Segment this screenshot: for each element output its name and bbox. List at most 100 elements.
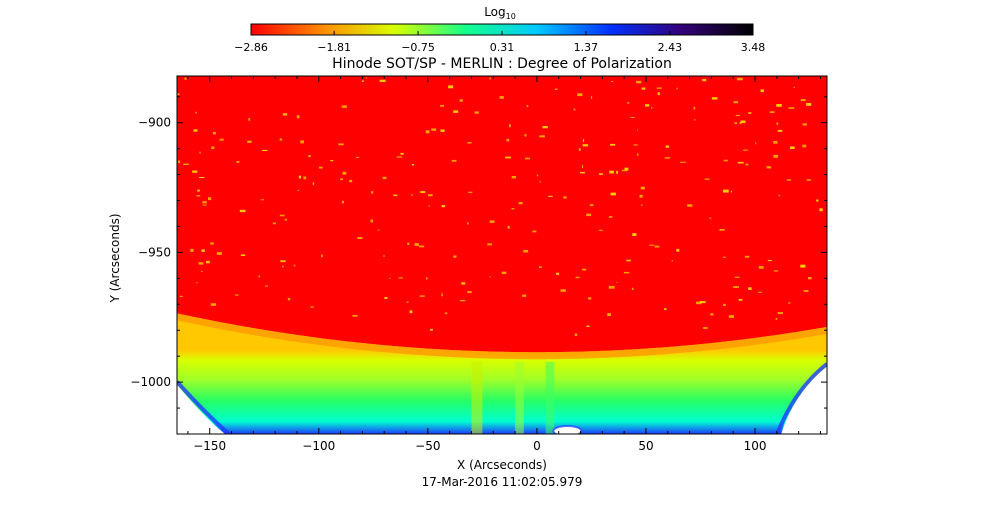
speckle bbox=[489, 77, 491, 80]
speckle bbox=[802, 123, 807, 126]
speckle bbox=[680, 161, 686, 163]
off-limb-patch-center bbox=[553, 426, 582, 434]
speckle bbox=[398, 277, 403, 279]
speckle bbox=[198, 262, 204, 265]
speckle bbox=[499, 96, 504, 99]
speckle bbox=[428, 205, 431, 207]
chart-title: Hinode SOT/SP - MERLIN : Degree of Polar… bbox=[332, 56, 672, 72]
speckle bbox=[778, 194, 781, 197]
speckle bbox=[536, 174, 539, 177]
speckle bbox=[711, 97, 718, 100]
speckle bbox=[468, 191, 473, 193]
speckle bbox=[582, 144, 589, 147]
speckle bbox=[357, 237, 363, 239]
speckle bbox=[382, 176, 387, 180]
speckle bbox=[201, 249, 205, 252]
speckle bbox=[734, 276, 740, 278]
speckle bbox=[523, 250, 529, 253]
speckle bbox=[676, 87, 678, 90]
speckle bbox=[548, 195, 553, 197]
speckle bbox=[338, 143, 344, 146]
speckle bbox=[808, 277, 812, 280]
speckle bbox=[611, 81, 614, 82]
speckle bbox=[583, 139, 585, 142]
speckle bbox=[776, 104, 782, 107]
speckle bbox=[626, 259, 631, 262]
speckle bbox=[178, 160, 181, 164]
speckle bbox=[573, 108, 576, 111]
speckle bbox=[303, 176, 307, 180]
speckle bbox=[578, 148, 581, 151]
y-tick-label: −950 bbox=[138, 245, 171, 259]
speckle bbox=[183, 163, 189, 165]
speckle bbox=[330, 160, 334, 162]
speckle bbox=[788, 107, 795, 109]
speckle bbox=[728, 315, 734, 318]
speckle bbox=[262, 149, 268, 151]
speckle bbox=[177, 93, 180, 95]
speckle bbox=[426, 277, 428, 280]
speckle bbox=[806, 179, 812, 181]
speckle bbox=[624, 167, 629, 171]
x-tick-label: −100 bbox=[302, 439, 335, 453]
speckle bbox=[448, 85, 454, 89]
speckle bbox=[213, 132, 216, 135]
colorbar-ticks: −2.86 −1.81 −0.75 0.31 1.37 2.43 3.48 bbox=[234, 31, 765, 54]
speckle bbox=[542, 126, 548, 129]
speckle bbox=[431, 128, 437, 131]
speckle bbox=[610, 143, 616, 146]
speckle bbox=[621, 169, 627, 172]
speckle bbox=[340, 178, 343, 181]
limb-streak bbox=[471, 361, 483, 434]
speckle bbox=[197, 189, 200, 192]
speckle bbox=[440, 129, 445, 132]
speckle bbox=[279, 214, 285, 217]
speckle bbox=[208, 197, 212, 201]
colorbar-tick-label: −0.75 bbox=[401, 41, 435, 54]
speckle bbox=[430, 328, 433, 331]
speckle bbox=[793, 86, 795, 88]
speckle bbox=[709, 217, 712, 219]
speckle bbox=[777, 312, 783, 315]
speckle bbox=[453, 255, 457, 258]
speckle bbox=[636, 80, 642, 84]
speckle bbox=[247, 140, 252, 143]
footer-timestamp: 17-Mar-2016 11:02:05.979 bbox=[422, 475, 583, 489]
speckle bbox=[790, 146, 795, 149]
speckle bbox=[236, 161, 240, 163]
speckle bbox=[184, 77, 187, 80]
speckle bbox=[396, 156, 403, 158]
speckle bbox=[406, 301, 409, 303]
speckle bbox=[467, 291, 472, 294]
speckle bbox=[767, 260, 772, 262]
off-limb-fringe-left bbox=[177, 380, 231, 434]
speckle bbox=[555, 88, 558, 90]
y-axis: −900 −950 −1000 bbox=[130, 96, 827, 435]
speckle bbox=[733, 286, 739, 288]
speckle bbox=[676, 248, 680, 252]
speckle bbox=[664, 308, 667, 310]
speckle bbox=[190, 248, 194, 252]
speckle bbox=[210, 242, 214, 245]
speckle bbox=[459, 99, 463, 102]
speckle bbox=[420, 191, 426, 193]
speckle bbox=[616, 170, 618, 174]
speckle bbox=[671, 260, 673, 262]
speckle bbox=[637, 129, 639, 131]
speckle bbox=[219, 138, 224, 141]
speckle bbox=[773, 270, 779, 272]
speckle bbox=[800, 264, 806, 268]
speckle bbox=[640, 186, 645, 190]
speckle bbox=[816, 199, 819, 202]
speckle bbox=[730, 190, 732, 193]
speckle bbox=[365, 77, 368, 79]
speckle bbox=[511, 208, 515, 210]
speckle bbox=[645, 104, 650, 107]
speckle bbox=[581, 165, 584, 169]
speckle bbox=[298, 175, 302, 179]
speckle bbox=[632, 233, 637, 236]
speckle bbox=[702, 79, 707, 82]
speckle bbox=[377, 229, 380, 231]
speckle bbox=[293, 264, 296, 267]
limb-streak bbox=[515, 362, 524, 434]
